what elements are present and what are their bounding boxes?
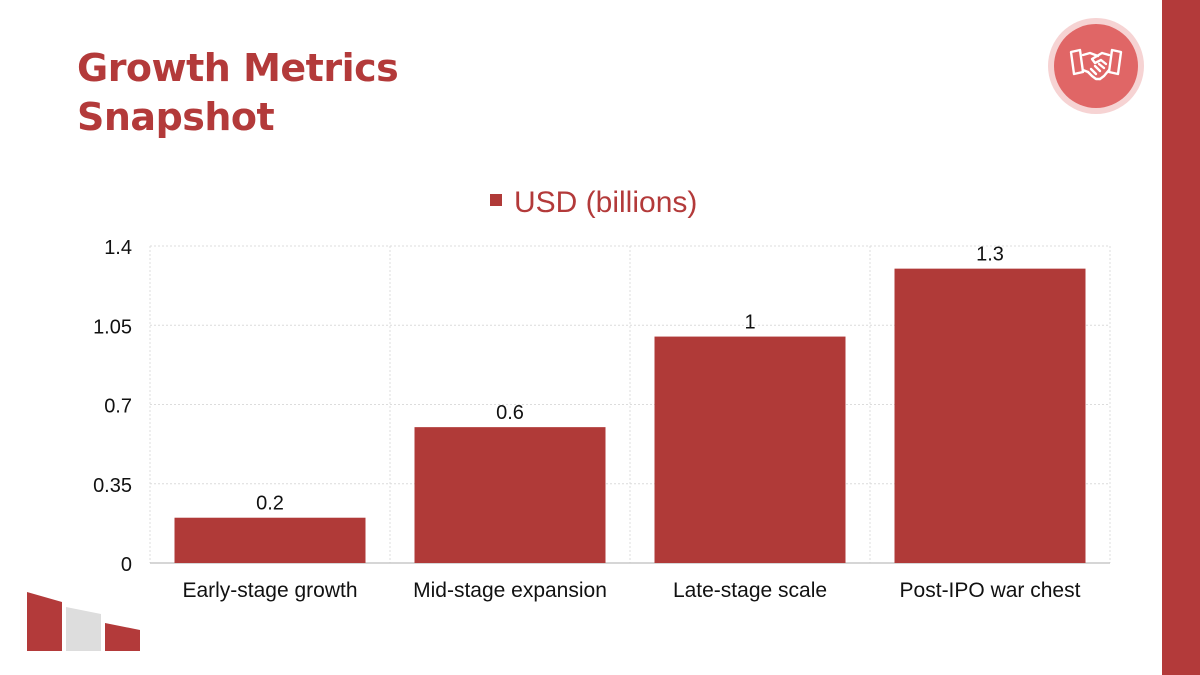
x-tick-label-4: Post-IPO war chest: [900, 579, 1081, 602]
y-tick-label: 0.35: [93, 475, 132, 497]
chart-legend: USD (billions): [490, 186, 697, 219]
legend-swatch: [490, 194, 502, 206]
x-tick-label-1: Early-stage growth: [182, 579, 357, 602]
slide-title: Growth Metrics Snapshot: [77, 44, 399, 142]
handshake-icon: [1069, 48, 1123, 81]
y-tick-label: 1.4: [104, 237, 132, 259]
right-accent-bar: [1162, 0, 1200, 675]
y-axis-labels: 0 0.35 0.7 1.05 1.4: [93, 237, 132, 576]
data-label-3: 1: [744, 312, 755, 334]
chart-bars: [174, 268, 1086, 563]
bar-4: [894, 268, 1086, 563]
legend-label: USD (billions): [514, 186, 697, 219]
data-label-2: 0.6: [496, 402, 524, 424]
bar-chart: USD (billions) 0 0.35 0.7 1.05 1.4 Early-sta…: [93, 186, 1111, 602]
logo-bar-2: [66, 607, 101, 651]
data-labels: 0.2 0.6 1 1.3: [256, 244, 1004, 515]
y-tick-label: 0.7: [104, 396, 132, 418]
x-tick-label-2: Mid-stage expansion: [413, 579, 607, 602]
data-label-4: 1.3: [976, 244, 1004, 266]
bar-2: [414, 427, 606, 563]
x-axis-labels: Early-stage growth Mid-stage expansion Lat…: [182, 579, 1080, 602]
y-tick-label: 1.05: [93, 316, 132, 338]
handshake-badge-inner: [1054, 24, 1138, 108]
x-tick-label-3: Late-stage scale: [673, 579, 827, 602]
logo-bar-1: [27, 592, 62, 651]
logo-bar-3: [105, 623, 140, 651]
slide-title-line-1: Growth Metrics: [77, 46, 399, 90]
corner-bar-logo: [27, 592, 140, 651]
bar-3: [654, 336, 846, 563]
handshake-badge: [1048, 18, 1144, 114]
data-label-1: 0.2: [256, 493, 284, 515]
y-tick-label: 0: [121, 554, 132, 576]
bar-1: [174, 517, 366, 563]
slide-title-line-2: Snapshot: [77, 95, 275, 139]
